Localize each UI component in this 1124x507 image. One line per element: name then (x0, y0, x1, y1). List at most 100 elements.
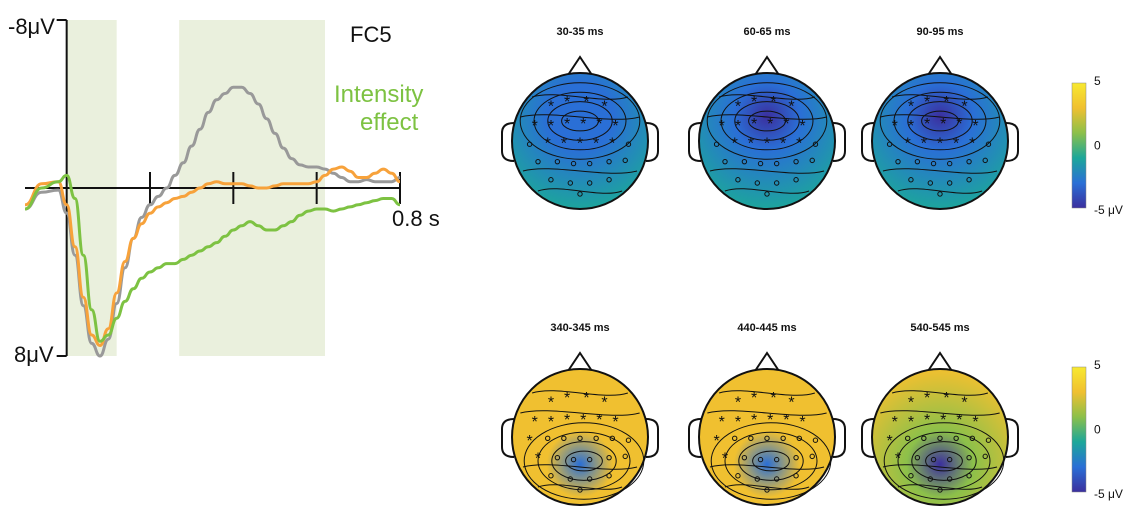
electrode (946, 476, 953, 482)
scalp-map (699, 73, 835, 209)
electrode-significant: * (788, 394, 794, 411)
electrode (985, 437, 992, 443)
electrode (741, 158, 748, 165)
head-outline (698, 368, 836, 506)
scalp-map (872, 369, 1008, 505)
electrode (908, 473, 914, 479)
contour (880, 410, 1000, 416)
electrode (757, 160, 764, 167)
electrode-significant: * (580, 116, 586, 133)
topomap-title: 540-545 ms (910, 322, 969, 334)
electrode (722, 158, 728, 165)
electrode-significant: * (940, 116, 946, 133)
contour (724, 188, 810, 194)
electrode (914, 158, 921, 165)
electrode (812, 141, 819, 147)
annotation-line-2: effect (360, 109, 419, 136)
electrode (609, 435, 615, 441)
electrode (748, 435, 754, 441)
electrode (535, 158, 541, 165)
head-outline (871, 72, 1009, 210)
contour (893, 91, 987, 151)
contour (891, 94, 989, 100)
electrode (780, 435, 786, 441)
scalp-map (512, 369, 648, 505)
electrode (946, 456, 953, 463)
electrode-significant: * (956, 116, 962, 133)
electrode (548, 177, 554, 183)
head-ear-left (501, 418, 515, 458)
topomap-title: 340-345 ms (550, 322, 609, 334)
electrode-significant: * (905, 135, 911, 152)
electrode-significant: * (921, 135, 927, 152)
electrode (554, 158, 561, 165)
electrode (809, 157, 815, 164)
colorbar-tick-1: 5 (1094, 358, 1101, 372)
electrode-significant: * (612, 118, 618, 135)
electrode-significant: * (886, 433, 892, 450)
contour-lines (707, 390, 832, 500)
colorbar-tick-2: 0 (1094, 139, 1101, 153)
electrode-significant: * (972, 118, 978, 135)
head-outline (871, 368, 1009, 506)
electrode-significant: * (940, 412, 946, 429)
electrode (586, 180, 593, 186)
contour (520, 114, 640, 120)
erp-line-3 (24, 173, 401, 343)
head-nose (754, 55, 780, 76)
contour (720, 91, 814, 151)
contour (537, 188, 623, 194)
contour (707, 114, 827, 120)
electrode-significant: * (583, 390, 589, 407)
contour-lines (519, 82, 641, 194)
electrode-significant: * (548, 394, 554, 411)
contour (748, 110, 786, 132)
contour (531, 390, 629, 396)
electrode (773, 456, 780, 463)
contour (882, 464, 998, 470)
head-outline (698, 72, 836, 210)
electrode-significant: * (564, 116, 570, 133)
electrode-significant: * (767, 116, 773, 133)
contour (907, 101, 973, 141)
topomap-2: 60-65 ms* * * ** * * * * ** * * * * (688, 26, 846, 210)
electrode-significant: * (564, 412, 570, 429)
electrode-significant: * (751, 94, 757, 111)
electrode (921, 435, 927, 441)
head-ear-left (861, 418, 875, 458)
contour (522, 464, 638, 470)
electrode (966, 158, 972, 165)
contour (561, 110, 599, 132)
electrode-significant: * (908, 118, 914, 135)
topomap-title: 30-35 ms (556, 26, 603, 38)
topomap-5: 440-445 ms* * * ** * * * * *** (688, 322, 846, 506)
colorbar-gradient (1071, 82, 1087, 209)
channel-label: FC5 (350, 22, 392, 47)
electrode-significant: * (609, 135, 615, 152)
electrode-significant: * (892, 118, 898, 135)
erp-line-2 (24, 165, 401, 347)
electrode (966, 454, 972, 461)
electrode-significant: * (545, 135, 551, 152)
head-ear-right (832, 122, 846, 162)
electrode-significant: * (722, 451, 728, 468)
electrode (567, 180, 574, 186)
electrode (773, 476, 780, 482)
electrode-significant: * (601, 98, 607, 115)
topomap-title: 440-445 ms (737, 322, 796, 334)
electrode (886, 141, 893, 147)
electrode (586, 456, 593, 463)
electrode-significant: * (908, 394, 914, 411)
colorbar-tick-1: 5 (1094, 74, 1101, 88)
contour (706, 82, 828, 160)
electrode-significant: * (612, 414, 618, 431)
electrode (946, 180, 953, 186)
electrode-significant: * (908, 414, 914, 431)
contour (531, 94, 629, 100)
electrode-significant: * (535, 451, 541, 468)
topomap-6: 540-545 ms* * * ** * * * * *** (861, 322, 1019, 506)
electrode-significant: * (719, 118, 725, 135)
head-nose (754, 351, 780, 372)
colorbar-tick-3: -5 μV (1094, 203, 1123, 217)
electrode (548, 473, 554, 479)
